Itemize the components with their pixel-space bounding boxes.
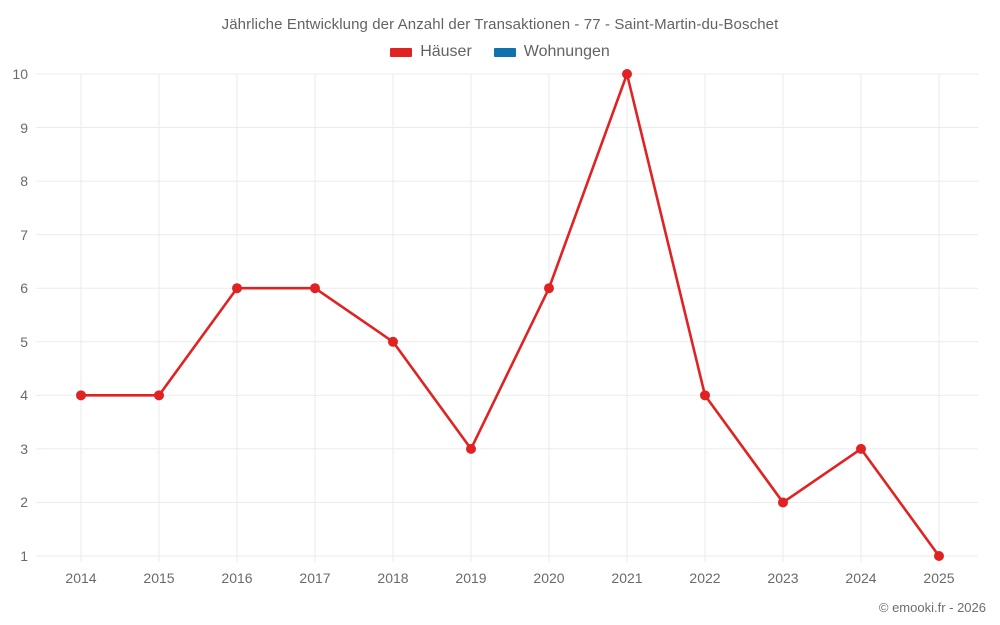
x-axis-tick-label: 2023 bbox=[767, 570, 799, 586]
y-axis-tick-label: 5 bbox=[20, 333, 28, 350]
legend-swatch-hauser bbox=[390, 47, 413, 57]
x-axis-tick-label: 2021 bbox=[611, 570, 643, 586]
x-axis-tick-label: 2020 bbox=[533, 570, 565, 586]
copyright-credit: © emooki.fr - 2026 bbox=[878, 600, 986, 615]
data-point bbox=[700, 390, 710, 401]
series-line bbox=[79, 72, 941, 558]
y-axis-tick-label: 8 bbox=[20, 173, 28, 190]
legend-item-hauser[interactable]: Häuser bbox=[390, 43, 472, 61]
y-axis-tick-label: 2 bbox=[20, 494, 28, 511]
x-axis-tick-label: 2017 bbox=[299, 570, 331, 586]
x-axis-tick-label: 2018 bbox=[377, 570, 409, 586]
data-point bbox=[856, 443, 866, 454]
x-axis-tick-label: 2025 bbox=[923, 570, 955, 586]
x-axis-tick-label: 2019 bbox=[455, 570, 487, 586]
x-axis-tick-label: 2015 bbox=[143, 570, 175, 586]
legend-swatch-wohnungen bbox=[493, 47, 516, 57]
legend-label-hauser: Häuser bbox=[420, 43, 472, 60]
data-point bbox=[622, 69, 632, 79]
y-axis-tick-label: 1 bbox=[20, 548, 28, 564]
x-axis-tick-label: 2022 bbox=[689, 570, 721, 586]
legend-label-wohnungen: Wohnungen bbox=[523, 43, 610, 60]
data-point bbox=[778, 497, 788, 508]
chart-title: Jährliche Entwicklung der Anzahl der Tra… bbox=[221, 16, 779, 33]
data-point bbox=[154, 390, 164, 401]
y-axis-tick-label: 3 bbox=[20, 440, 28, 457]
y-axis-tick-label: 10 bbox=[12, 66, 28, 82]
y-axis-tick-label: 9 bbox=[20, 119, 28, 136]
y-axis-tick-label: 6 bbox=[20, 280, 28, 297]
gridlines bbox=[42, 73, 978, 557]
x-axis-tick-label: 2016 bbox=[221, 570, 253, 586]
data-point bbox=[466, 443, 476, 454]
data-point bbox=[544, 283, 554, 294]
chart-legend: Häuser Wohnungen bbox=[0, 43, 1000, 61]
data-point bbox=[388, 336, 398, 347]
y-axis-tick-label: 7 bbox=[20, 226, 28, 243]
x-axis-tick-label: 2024 bbox=[845, 570, 877, 586]
data-point bbox=[934, 551, 944, 561]
y-axis-tick-label: 4 bbox=[20, 387, 28, 404]
x-axis-tick-label: 2014 bbox=[65, 570, 97, 586]
data-point bbox=[232, 283, 242, 294]
legend-item-wohnungen[interactable]: Wohnungen bbox=[493, 43, 610, 61]
data-point bbox=[76, 390, 86, 401]
data-point bbox=[310, 283, 320, 294]
series-häuser bbox=[76, 69, 944, 561]
